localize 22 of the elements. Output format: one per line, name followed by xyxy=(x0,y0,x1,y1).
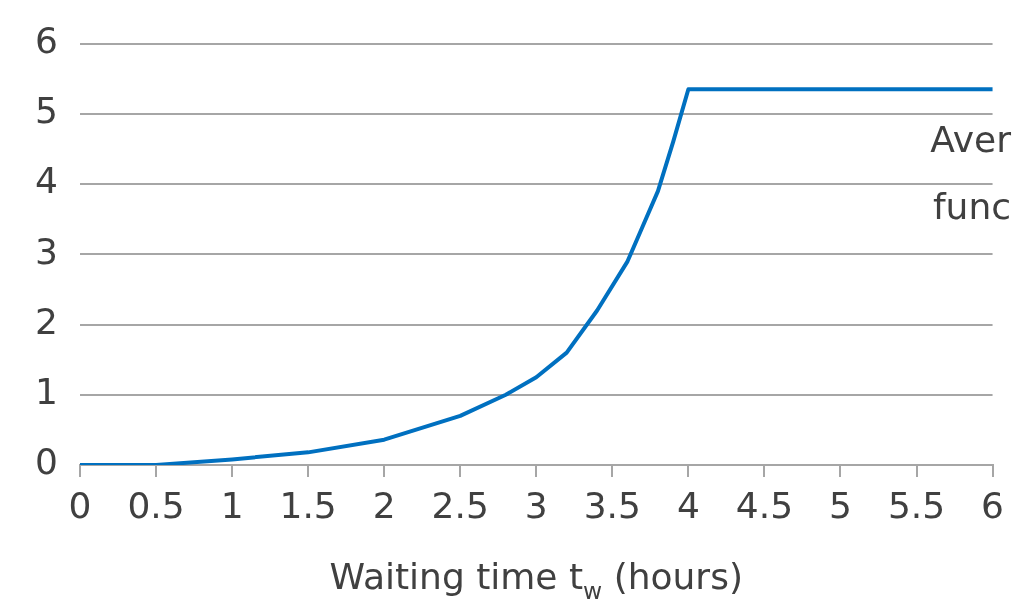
annotation: func xyxy=(932,186,1011,228)
x-tick-label: 5 xyxy=(829,484,852,526)
x-tick-label: 2 xyxy=(372,484,396,526)
y-tick-label: 3 xyxy=(35,230,58,272)
annotation: Aver xyxy=(930,119,1012,161)
x-tick-label: 2.5 xyxy=(431,484,489,526)
y-tick-label: 1 xyxy=(35,371,58,413)
x-tick-label: 6 xyxy=(981,484,1004,526)
x-tick-label: 3 xyxy=(524,484,548,526)
y-tick-label: 0 xyxy=(35,441,58,483)
y-tick-label: 4 xyxy=(35,160,58,202)
x-tick-label: 3.5 xyxy=(583,484,641,526)
x-tick-label: 5.5 xyxy=(887,484,946,526)
x-tick-label: 4 xyxy=(676,484,700,526)
x-tick-label: 0.5 xyxy=(127,484,185,526)
x-tick-label: 1.5 xyxy=(279,484,337,526)
y-tick-label: 5 xyxy=(35,90,58,132)
x-tick-label: 4.5 xyxy=(735,484,794,526)
x-tick-label: 1 xyxy=(220,484,244,526)
x-tick-label: 0 xyxy=(68,484,92,526)
y-tick-label: 2 xyxy=(35,300,58,342)
y-tick-label: 6 xyxy=(35,19,58,61)
